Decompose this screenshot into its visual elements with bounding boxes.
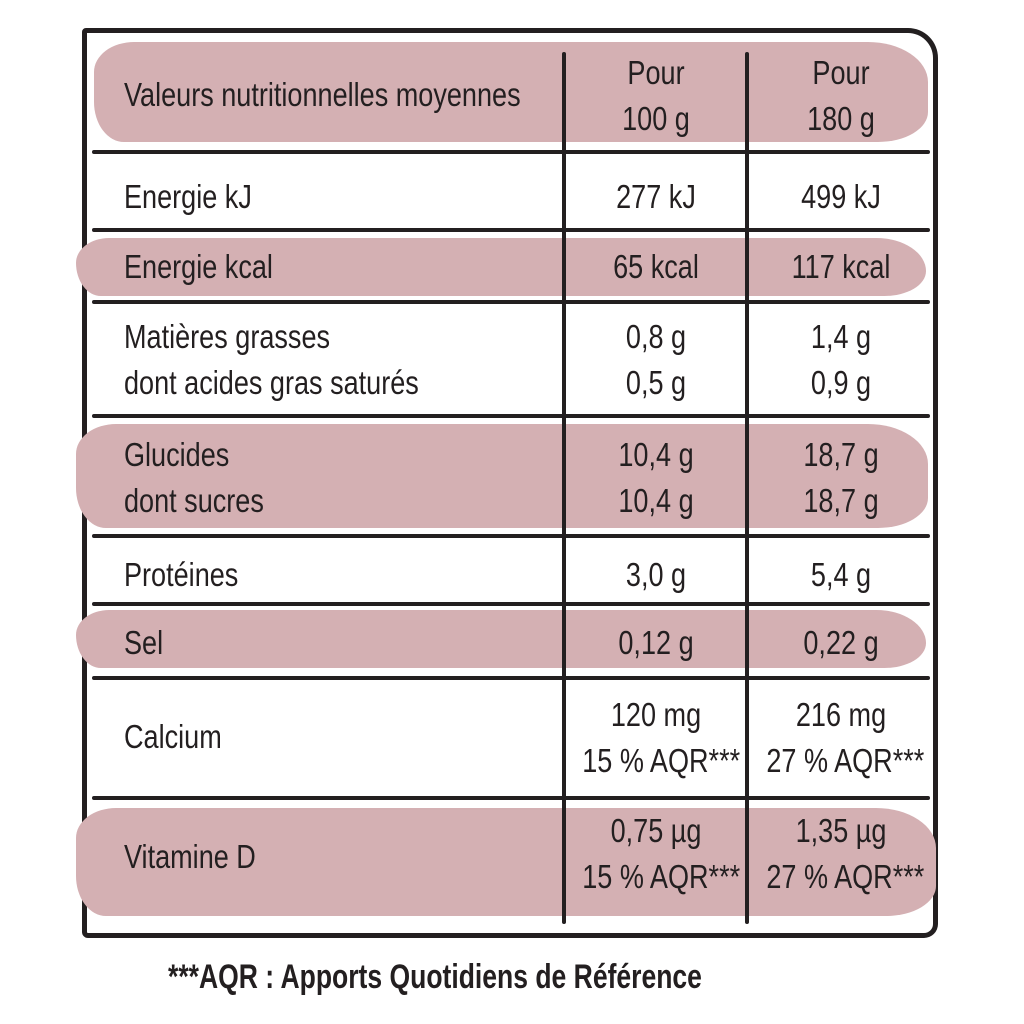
row-label-vitamine-d: Vitamine D bbox=[124, 838, 256, 875]
row-value-180g: 1,4 g 0,9 g bbox=[810, 318, 872, 401]
row-value-100g: 0,12 g bbox=[618, 624, 694, 661]
row-value-100g: 65 kcal bbox=[613, 248, 699, 285]
row-band-vitamine-d bbox=[76, 808, 936, 916]
row-label-energie-kj: Energie kJ bbox=[124, 178, 252, 215]
row-value-180g: 216 mg 27 % AQR*** bbox=[766, 696, 925, 779]
row-divider bbox=[92, 228, 930, 232]
row-value-100g: 10,4 g 10,4 g bbox=[618, 436, 694, 519]
row-value-180g: 5,4 g bbox=[810, 556, 872, 593]
row-divider bbox=[92, 602, 930, 606]
row-value-100g: 120 mg 15 % AQR*** bbox=[582, 696, 741, 779]
row-band-glucides bbox=[76, 424, 928, 528]
row-value-100g: 0,75 µg 15 % AQR*** bbox=[582, 812, 741, 895]
row-band-energie-kcal bbox=[76, 238, 926, 296]
row-value-100g: 277 kJ bbox=[616, 178, 696, 215]
row-value-180g: 1,35 µg 27 % AQR*** bbox=[766, 812, 925, 895]
row-band-sel bbox=[76, 610, 926, 668]
row-label-energie-kcal: Energie kcal bbox=[124, 248, 273, 285]
row-divider bbox=[92, 300, 930, 304]
row-label-sel: Sel bbox=[124, 624, 164, 661]
row-divider bbox=[92, 676, 930, 680]
row-label-glucides: Glucides dont sucres bbox=[124, 436, 264, 519]
footnote: ***AQR : Apports Quotidiens de Référence bbox=[168, 958, 702, 996]
header-col-per-100g: Pour 100 g bbox=[622, 54, 690, 137]
row-label-matieres-grasses: Matières grasses dont acides gras saturé… bbox=[124, 318, 419, 401]
row-value-100g: 0,8 g 0,5 g bbox=[625, 318, 687, 401]
header-col-per-180g: Pour 180 g bbox=[807, 54, 875, 137]
row-value-180g: 18,7 g 18,7 g bbox=[803, 436, 879, 519]
column-divider bbox=[745, 52, 749, 924]
row-divider bbox=[92, 414, 930, 418]
column-divider bbox=[562, 52, 566, 924]
row-divider bbox=[92, 796, 930, 800]
row-label-proteines: Protéines bbox=[124, 556, 239, 593]
row-value-180g: 0,22 g bbox=[803, 624, 879, 661]
row-divider bbox=[92, 534, 930, 538]
header-band bbox=[94, 42, 928, 142]
row-value-100g: 3,0 g bbox=[625, 556, 687, 593]
row-value-180g: 117 kcal bbox=[791, 248, 891, 285]
row-divider bbox=[92, 150, 930, 154]
row-label-calcium: Calcium bbox=[124, 718, 222, 755]
header-label: Valeurs nutritionnelles moyennes bbox=[124, 76, 521, 113]
row-value-180g: 499 kJ bbox=[801, 178, 881, 215]
